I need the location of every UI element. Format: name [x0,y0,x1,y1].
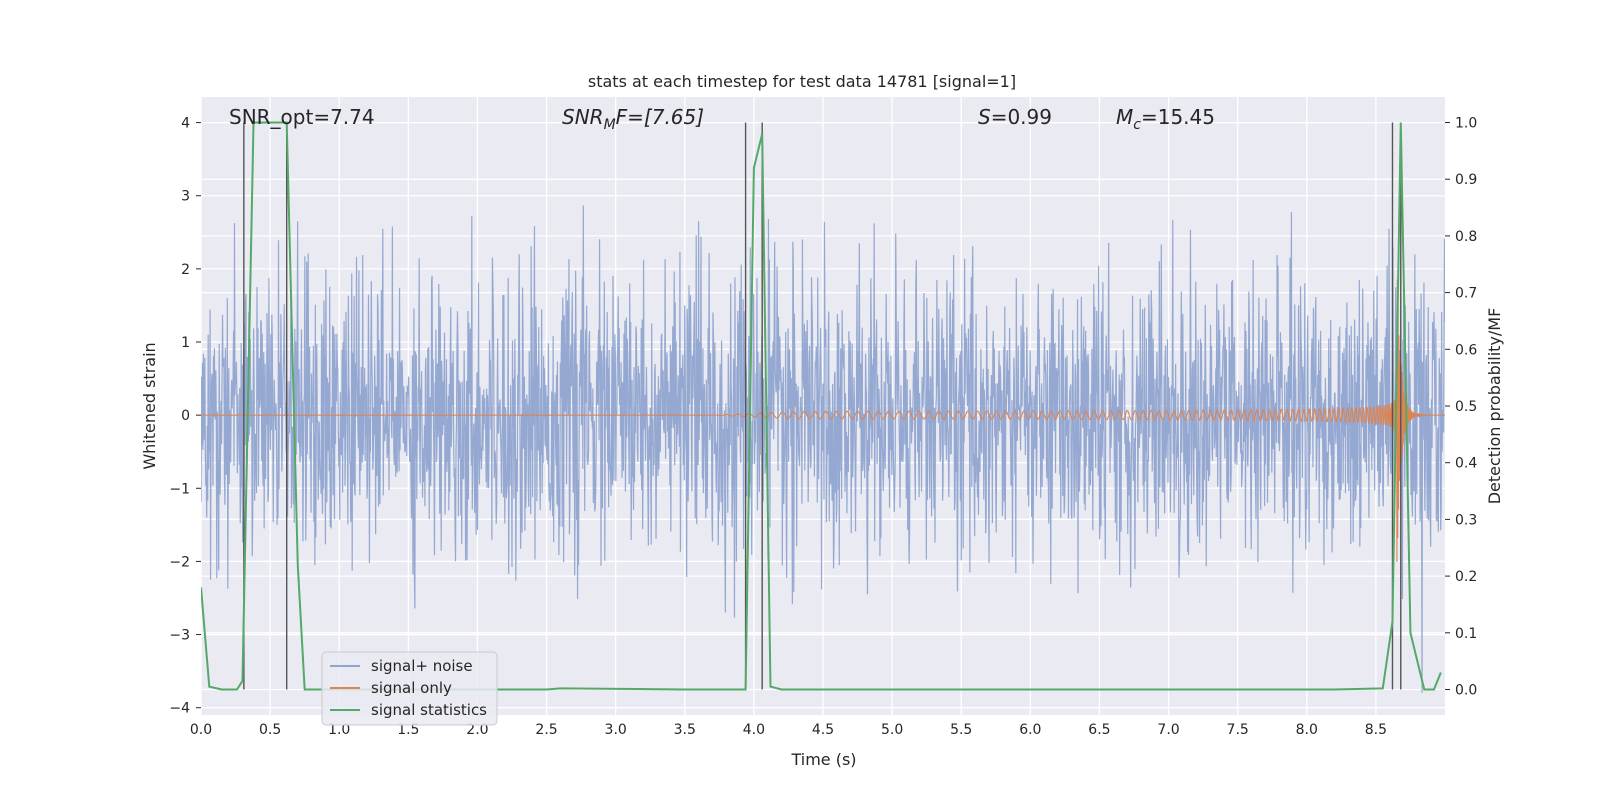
series-signal-statistics-line [201,121,1442,691]
x-axis-label: Time (s) [790,750,856,769]
x-tick-label: 4.0 [743,722,765,738]
y-left-tick-label: −4 [169,701,190,717]
x-tick-label: 5.5 [950,722,972,738]
legend-entry-label: signal only [371,679,452,697]
y-right-tick-label: 0.6 [1455,342,1477,358]
legend: signal+ noise signal only signal statistic… [321,651,498,726]
y-right-tick-label: 0.1 [1455,626,1477,642]
chart-title: stats at each timestep for test data 147… [588,72,1016,91]
y-left-tick-label: 4 [181,116,190,132]
series-signal-only-line [201,279,1445,562]
y-axis-right-label: Detection probability/MF [1485,308,1504,505]
x-tick-label: 1.0 [328,722,350,738]
y-left-tick-label: 0 [181,408,190,424]
mc-label: M [1116,105,1133,129]
x-tick-label: 6.0 [1019,722,1041,738]
y-left-tick-label: −2 [169,554,190,570]
y-right-tick-label: 0.9 [1455,172,1477,188]
legend-entry-label: signal statistics [371,701,487,719]
x-tick-label: 0.0 [190,722,212,738]
snr-mf-subscript: M [604,117,616,133]
y-right-tick-label: 0.5 [1455,399,1477,415]
mc-value: =15.45 [1141,105,1215,129]
mc-subscript: c [1133,117,1141,133]
x-tick-label: 6.5 [1088,722,1110,738]
y-right-tick-label: 0.3 [1455,512,1477,528]
s-value: =0.99 [991,105,1052,129]
y-right-tick-label: 0.8 [1455,229,1477,245]
x-tick-label: 1.5 [397,722,419,738]
x-tick-label: 5.0 [881,722,903,738]
x-tick-label: 7.0 [1157,722,1179,738]
y-right-tick-label: 0.4 [1455,456,1477,472]
y-left-tick-label: −3 [169,628,190,644]
y-right-tick-label: 0.7 [1455,286,1477,302]
y-left-tick-label: 2 [181,262,190,278]
x-tick-label: 2.0 [466,722,488,738]
s-annotation: S=0.99 [978,105,1052,129]
y-right-tick-label: 1.0 [1455,116,1477,132]
snr-mf-label: SNR [562,105,604,129]
x-tick-label: 8.5 [1365,722,1387,738]
y-left-tick-label: −1 [169,481,190,497]
x-tick-label: 2.5 [535,722,557,738]
legend-entry-label: signal+ noise [371,657,473,675]
x-tick-label: 8.0 [1296,722,1318,738]
y-left-tick-label: 1 [181,335,190,351]
y-right-tick-label: 0.0 [1455,682,1477,698]
legend-box [321,651,498,726]
y-right-tick-label: 0.2 [1455,569,1477,585]
x-tick-label: 7.5 [1227,722,1249,738]
y-left-tick-label: 3 [181,189,190,205]
snr-opt-annotation: SNR_opt=7.74 [229,105,375,129]
y-axis-left-label: Whitened strain [140,342,159,469]
mc-annotation: Mc=15.45 [1116,105,1215,133]
snr-mf-annotation: SNRMF=[7.65] [562,105,704,133]
s-label: S [978,105,991,129]
x-tick-label: 3.5 [674,722,696,738]
x-tick-label: 0.5 [259,722,281,738]
x-tick-label: 4.5 [812,722,834,738]
series-signal-noise-line [201,205,1445,694]
snr-mf-value: F=[7.65] [616,105,704,129]
plot-area: 0.0 0.5 1.0 1.5 2.0 2.5 3.0 3.5 4.0 4.5 5.0 5.5 6.0 6… [169,97,1477,738]
x-tick-label: 3.0 [605,722,627,738]
